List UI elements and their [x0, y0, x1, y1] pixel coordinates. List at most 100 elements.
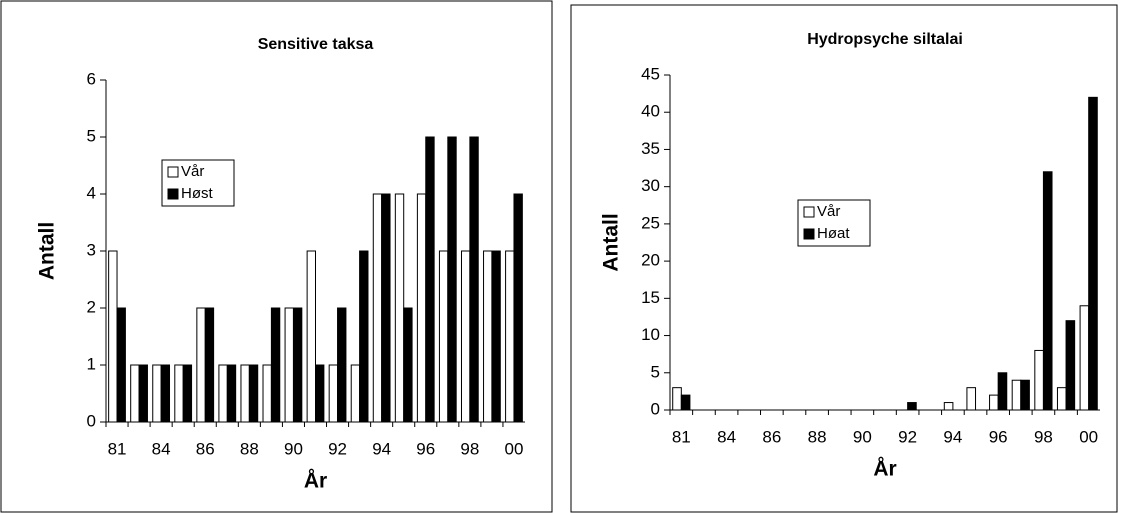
bar [262, 364, 272, 423]
bar [292, 307, 303, 423]
bar [491, 250, 501, 423]
chart-title: Hydropsyche siltalai [807, 31, 963, 48]
bar [350, 364, 361, 423]
bar [372, 193, 383, 423]
y-tick-label: 35 [641, 139, 660, 158]
y-tick-label: 4 [87, 183, 96, 202]
bar [1020, 379, 1030, 411]
y-tick-label: 25 [641, 213, 660, 232]
bar [359, 250, 369, 423]
bar [680, 394, 691, 411]
bar [966, 387, 977, 411]
x-axis-label: År [873, 457, 896, 481]
x-tick-label: 96 [416, 439, 435, 458]
bar [483, 250, 493, 423]
y-tick-label: 30 [641, 176, 660, 195]
x-tick-label: 96 [989, 427, 1008, 446]
legend-label: Høst [181, 185, 213, 202]
bar [130, 364, 140, 423]
y-tick-label: 10 [641, 325, 660, 344]
x-tick-label: 90 [853, 427, 872, 446]
x-tick-label: 86 [196, 439, 215, 458]
bar [337, 307, 347, 423]
legend-swatch [803, 228, 815, 240]
y-tick-label: 1 [87, 354, 96, 373]
bar [116, 307, 126, 423]
bar [182, 364, 193, 423]
x-tick-label: 81 [672, 427, 691, 446]
x-tick-label: 92 [898, 427, 917, 446]
legend-swatch [167, 188, 179, 200]
bar [284, 307, 294, 423]
bar [997, 372, 1008, 411]
legend-swatch [803, 206, 815, 218]
bar [943, 402, 954, 411]
chart-title: Sensitive taksa [258, 36, 374, 53]
y-tick-label: 5 [87, 126, 96, 145]
legend-label: Vår [817, 203, 840, 220]
bar [469, 136, 479, 423]
bar [315, 364, 325, 423]
bar [1034, 349, 1044, 411]
x-tick-label: 98 [460, 439, 479, 458]
y-tick-label: 0 [87, 411, 96, 430]
x-tick-label: 88 [808, 427, 827, 446]
bar [138, 364, 148, 423]
bar [513, 193, 523, 423]
legend-label: Vår [181, 163, 204, 180]
y-tick-label: 20 [641, 251, 660, 270]
x-tick-label: 81 [108, 439, 127, 458]
bar [240, 364, 250, 423]
y-tick-label: 45 [641, 64, 660, 83]
x-tick-label: 00 [1079, 427, 1098, 446]
x-tick-label: 90 [284, 439, 303, 458]
bar [328, 364, 339, 423]
legend-label: Høat [817, 225, 850, 242]
bar [1065, 320, 1076, 411]
bar [218, 364, 228, 423]
bar [416, 193, 427, 423]
bar [381, 193, 391, 423]
y-tick-label: 5 [651, 362, 660, 381]
bar [460, 250, 471, 423]
bar [270, 307, 281, 423]
bar [403, 307, 413, 423]
bar [989, 394, 999, 411]
bar [1088, 96, 1098, 411]
y-axis-label: Antall [600, 213, 623, 271]
bar [425, 136, 435, 423]
bar [226, 364, 237, 423]
y-tick-label: 15 [641, 288, 660, 307]
bar [1056, 387, 1067, 411]
y-tick-label: 3 [87, 240, 96, 259]
bar [394, 193, 405, 423]
y-axis-label: Antall [36, 222, 59, 280]
x-tick-label: 92 [328, 439, 347, 458]
bar [196, 307, 206, 423]
bar [248, 364, 259, 423]
bar [505, 250, 515, 423]
x-tick-label: 94 [943, 427, 962, 446]
y-tick-label: 6 [87, 69, 96, 88]
y-tick-label: 2 [87, 297, 96, 316]
x-tick-label: 86 [762, 427, 781, 446]
chart-frame [570, 4, 1118, 513]
legend-swatch [167, 166, 179, 178]
x-tick-label: 98 [1034, 427, 1053, 446]
x-tick-label: 88 [240, 439, 259, 458]
x-tick-label: 94 [372, 439, 391, 458]
x-tick-label: 84 [717, 427, 736, 446]
bar [108, 250, 118, 423]
y-tick-label: 40 [641, 102, 660, 121]
bar [672, 387, 682, 411]
bar [438, 250, 449, 423]
bar [306, 250, 316, 423]
bar [152, 364, 162, 423]
bar [1011, 379, 1022, 411]
x-tick-label: 00 [505, 439, 524, 458]
x-tick-label: 84 [152, 439, 171, 458]
bar [447, 136, 457, 423]
x-axis-label: År [304, 469, 327, 493]
bar [1042, 171, 1053, 411]
